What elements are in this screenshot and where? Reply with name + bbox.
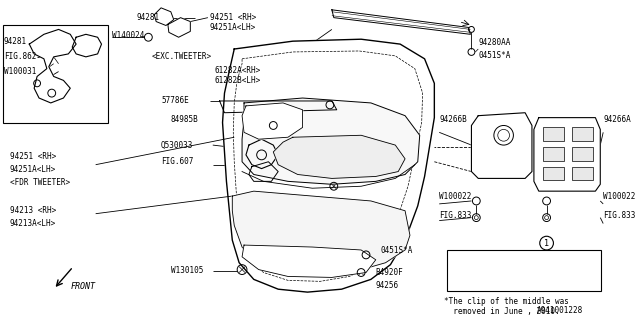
Polygon shape — [242, 245, 376, 277]
Polygon shape — [29, 29, 76, 103]
Text: 61282A<RH>: 61282A<RH> — [215, 66, 261, 75]
Bar — [543, 127, 564, 141]
Text: 0451S*A: 0451S*A — [478, 52, 511, 60]
Text: *The clip of the middle was
  removed in June , 2010.: *The clip of the middle was removed in J… — [444, 297, 569, 316]
Text: 94251 <RH>: 94251 <RH> — [10, 152, 56, 161]
Polygon shape — [273, 135, 405, 179]
Bar — [572, 167, 593, 180]
Polygon shape — [472, 113, 532, 179]
Text: W130105: W130105 — [171, 266, 203, 275]
Polygon shape — [246, 139, 278, 169]
Polygon shape — [242, 98, 420, 184]
Text: 0451S*A: 0451S*A — [381, 246, 413, 255]
Text: 94256: 94256 — [376, 281, 399, 290]
Polygon shape — [249, 162, 278, 181]
Bar — [543, 167, 564, 180]
Text: 94281: 94281 — [137, 13, 160, 22]
Text: 94213A<LH>: 94213A<LH> — [10, 219, 56, 228]
Text: 94251A<LH>: 94251A<LH> — [10, 165, 56, 174]
Text: 94251 <RH>: 94251 <RH> — [210, 13, 256, 22]
Polygon shape — [154, 8, 173, 26]
Text: B4920F: B4920F — [376, 268, 404, 277]
Bar — [572, 147, 593, 161]
Text: <FDR TWEETER>: <FDR TWEETER> — [10, 178, 70, 187]
Text: <EXC.TWEETER>: <EXC.TWEETER> — [151, 52, 211, 61]
Text: W140024: W140024 — [112, 31, 145, 40]
Polygon shape — [220, 101, 337, 113]
Text: FIG.833: FIG.833 — [604, 211, 636, 220]
Text: W100022: W100022 — [604, 192, 636, 201]
Polygon shape — [242, 103, 303, 139]
Text: FRONT: FRONT — [70, 282, 95, 291]
Text: 94213 <RH>: 94213 <RH> — [10, 206, 56, 215]
Text: 0451S*A(0904-  ): 0451S*A(0904- ) — [468, 277, 538, 283]
Bar — [447, 250, 601, 291]
Text: FIG.833: FIG.833 — [439, 211, 472, 220]
Bar — [543, 147, 564, 161]
Text: 94266A: 94266A — [604, 115, 631, 124]
Text: 0451S*B(  -0903): 0451S*B( -0903) — [468, 258, 538, 264]
Text: 94266B: 94266B — [439, 115, 467, 124]
Text: 94281: 94281 — [4, 37, 27, 46]
Text: 94251A<LH>: 94251A<LH> — [210, 23, 256, 32]
Text: A941001228: A941001228 — [537, 306, 583, 315]
Text: W100031: W100031 — [4, 67, 36, 76]
Polygon shape — [534, 118, 600, 191]
Text: Q530033: Q530033 — [161, 140, 193, 149]
Text: 57786E: 57786E — [161, 96, 189, 106]
Text: 61282B<LH>: 61282B<LH> — [215, 76, 261, 85]
Polygon shape — [223, 39, 435, 292]
Text: 84985B: 84985B — [171, 115, 198, 124]
Text: FIG.862: FIG.862 — [4, 52, 36, 61]
Text: W100022: W100022 — [439, 192, 472, 201]
Polygon shape — [257, 116, 285, 135]
Polygon shape — [232, 191, 410, 275]
Text: □: □ — [483, 123, 489, 132]
Text: FIG.607: FIG.607 — [161, 157, 193, 166]
Text: 1: 1 — [454, 266, 459, 275]
Bar — [572, 127, 593, 141]
Text: 1: 1 — [543, 239, 548, 248]
Polygon shape — [168, 18, 190, 37]
Polygon shape — [72, 34, 102, 57]
Bar — [3, 25, 108, 123]
Text: 94280AA: 94280AA — [478, 38, 511, 47]
Polygon shape — [332, 10, 470, 34]
